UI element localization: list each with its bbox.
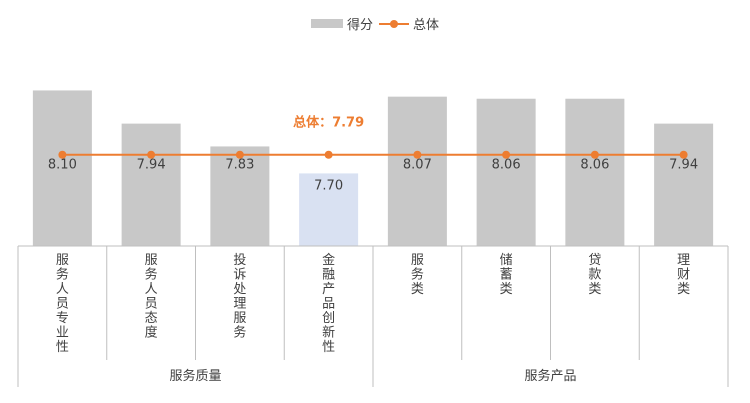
data-label: 8.10 bbox=[48, 158, 77, 173]
bar bbox=[387, 96, 447, 247]
category-label: 人 bbox=[56, 282, 69, 297]
legend-line-swatch bbox=[379, 18, 409, 30]
category-label: 服 bbox=[233, 311, 246, 326]
overall-point bbox=[235, 150, 244, 159]
category-label: 款 bbox=[588, 268, 601, 283]
overall-point bbox=[679, 150, 688, 159]
overall-point bbox=[58, 150, 67, 159]
overall-point bbox=[590, 150, 599, 159]
legend-bar-label: 得分 bbox=[346, 18, 373, 33]
group-label: 服务产品 bbox=[524, 368, 576, 384]
data-label: 7.70 bbox=[314, 178, 343, 193]
data-label: 7.94 bbox=[669, 158, 698, 173]
bar bbox=[476, 98, 536, 246]
data-label: 8.07 bbox=[403, 158, 432, 173]
category-label: 类 bbox=[411, 282, 424, 297]
category-label: 人 bbox=[145, 282, 158, 297]
data-label: 8.06 bbox=[580, 158, 609, 173]
category-label: 创 bbox=[322, 311, 335, 326]
category-label: 融 bbox=[322, 268, 335, 283]
overall-point bbox=[147, 150, 156, 159]
category-label: 类 bbox=[677, 282, 690, 297]
category-label: 新 bbox=[322, 325, 335, 341]
bar bbox=[654, 123, 714, 246]
bar bbox=[299, 173, 359, 246]
overall-point bbox=[413, 150, 422, 159]
category-label: 储 bbox=[500, 253, 513, 268]
category-label: 务 bbox=[411, 267, 424, 283]
category-label: 务 bbox=[233, 325, 246, 341]
legend-line-label: 总体 bbox=[413, 18, 440, 33]
category-label: 员 bbox=[56, 297, 69, 312]
category-label: 类 bbox=[500, 282, 513, 297]
category-label: 投 bbox=[233, 252, 246, 268]
group-label: 服务质量 bbox=[169, 368, 221, 384]
category-label: 财 bbox=[677, 268, 690, 283]
bar bbox=[32, 90, 92, 246]
category-label: 专 bbox=[56, 311, 69, 326]
category-label: 业 bbox=[56, 326, 69, 341]
data-label: 7.83 bbox=[225, 158, 254, 173]
data-label: 8.06 bbox=[492, 158, 521, 173]
category-label: 蓄 bbox=[500, 268, 513, 283]
category-label: 度 bbox=[145, 325, 158, 341]
category-label: 诉 bbox=[233, 268, 246, 283]
category-label: 处 bbox=[233, 282, 246, 297]
category-label: 金 bbox=[322, 252, 335, 268]
data-label: 7.94 bbox=[137, 158, 166, 173]
category-label: 性 bbox=[56, 340, 69, 355]
legend: 得分 总体 bbox=[0, 14, 750, 33]
category-label: 贷 bbox=[588, 253, 601, 268]
category-label: 理 bbox=[677, 253, 690, 268]
overall-point bbox=[502, 150, 511, 159]
category-label: 性 bbox=[322, 340, 335, 355]
overall-point bbox=[324, 150, 333, 159]
bar bbox=[121, 123, 181, 246]
category-label: 员 bbox=[145, 297, 158, 312]
category-label: 类 bbox=[588, 282, 601, 297]
category-label: 产 bbox=[322, 282, 335, 297]
category-label: 服 bbox=[411, 253, 424, 268]
bar bbox=[565, 98, 625, 246]
bar bbox=[210, 146, 270, 246]
category-label: 服 bbox=[56, 253, 69, 268]
category-label: 服 bbox=[145, 253, 158, 268]
category-label: 理 bbox=[233, 297, 246, 312]
category-label: 务 bbox=[56, 267, 69, 283]
category-label: 务 bbox=[145, 267, 158, 283]
category-label: 品 bbox=[322, 297, 335, 312]
legend-bar-swatch bbox=[310, 19, 343, 28]
category-label: 态 bbox=[145, 311, 158, 326]
overall-annotation: 总体：7.79 bbox=[293, 115, 364, 131]
